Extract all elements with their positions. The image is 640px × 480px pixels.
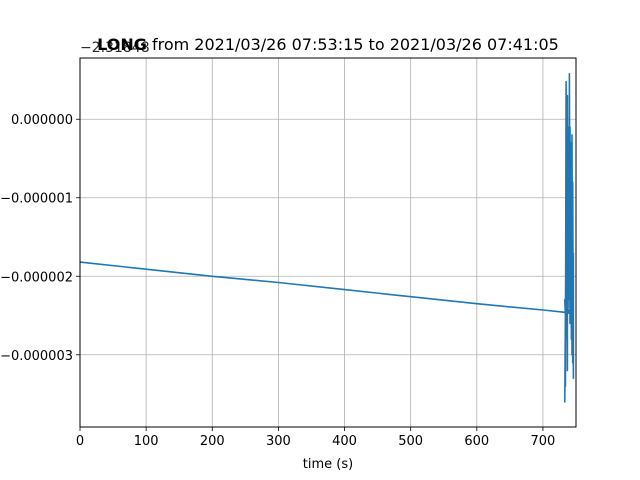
series-lines xyxy=(79,72,575,403)
y-axis: 0.000000 −0.000001 −0.000002 −0.000003 xyxy=(0,113,80,364)
x-tick-label: 600 xyxy=(464,434,489,449)
x-tick-label: 400 xyxy=(332,434,357,449)
chart-title-bold: LONG xyxy=(97,35,147,54)
plot-frame xyxy=(79,57,577,428)
x-axis: 0 100 200 300 400 500 600 700 xyxy=(76,427,555,449)
grid-lines xyxy=(79,58,576,427)
series-line xyxy=(79,72,575,403)
y-tick-label: 0.000000 xyxy=(11,113,73,128)
y-tick-label: −0.000003 xyxy=(0,349,73,364)
x-tick-label: 500 xyxy=(398,434,423,449)
x-tick-label: 700 xyxy=(531,434,556,449)
x-tick-label: 200 xyxy=(200,434,225,449)
x-tick-label: 100 xyxy=(134,434,159,449)
chart-title: LONG from 2021/03/26 07:53:15 to 2021/03… xyxy=(97,35,559,54)
y-tick-label: −0.000002 xyxy=(0,270,73,285)
y-tick-label: −0.000001 xyxy=(0,192,73,207)
chart-title-rest: from 2021/03/26 07:53:15 to 2021/03/26 0… xyxy=(147,35,559,54)
x-axis-label: time (s) xyxy=(303,457,353,472)
x-tick-label: 300 xyxy=(266,434,291,449)
x-tick-label: 0 xyxy=(76,434,84,449)
offset-text: −2.31848 xyxy=(80,40,150,56)
